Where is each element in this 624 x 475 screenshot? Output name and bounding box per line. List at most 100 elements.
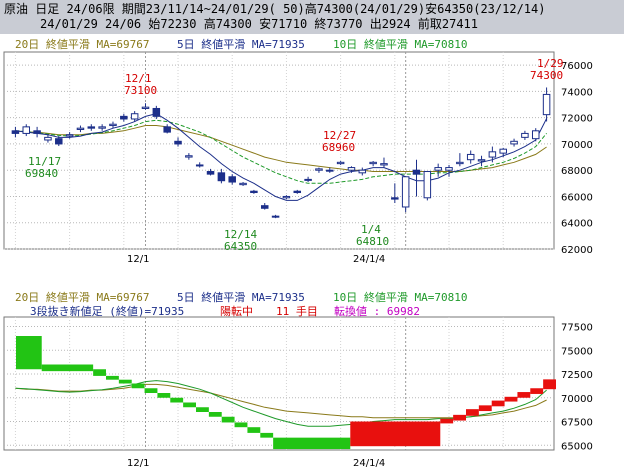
candle-body (347, 167, 356, 171)
y-tick-label: 70000 (561, 394, 593, 405)
candle-body (499, 148, 507, 154)
annotation-low-value: 64810 (356, 235, 389, 248)
candle-body (141, 106, 150, 109)
candle-body (120, 115, 128, 120)
legend-bar-count: 11 手目 (276, 304, 318, 318)
legend-trend-state: 陽転中 (220, 305, 253, 318)
candle-body (33, 130, 41, 134)
down-brick (234, 422, 248, 428)
candle-body (326, 169, 334, 172)
legend-ma5: 5日 終値平滑 MA=71935 (177, 290, 305, 304)
candle-body (531, 130, 540, 140)
down-brick (157, 393, 171, 398)
down-brick (183, 402, 196, 408)
candle-body (260, 205, 269, 209)
down-brick (93, 369, 106, 376)
candle-body (510, 140, 518, 145)
candle-body (152, 107, 161, 117)
y-tick-label: 76000 (561, 61, 593, 72)
y-tick-label: 70000 (561, 140, 593, 151)
down-brick (144, 388, 158, 393)
candle-body (336, 161, 345, 165)
up-brick (504, 396, 518, 402)
legend-ma5: 5日 終値平滑 MA=71935 (177, 37, 305, 51)
up-brick (517, 392, 531, 398)
ma10-line (15, 119, 547, 184)
annotation-high-date: 12/1 (125, 72, 152, 85)
y-tick-label: 64000 (561, 219, 593, 230)
legend-reversal-value: 転換値 : 69982 (334, 305, 420, 318)
bottom-plot-area (3, 316, 555, 451)
annotation-low-date: 1/4 (361, 223, 381, 236)
candle-body (542, 93, 551, 116)
down-brick (196, 407, 209, 412)
legend-ma10: 10日 終値平滑 MA=70810 (333, 37, 467, 51)
candle-body (358, 169, 367, 174)
candle-body (163, 126, 171, 133)
candle-body (315, 168, 323, 171)
candle-body (282, 195, 291, 199)
legend-new-price-bars: 3段抜き新値足 (終値)=71935 (30, 304, 184, 318)
candle-body (130, 113, 139, 120)
chart-header: 原油 日足 24/06限 期間23/11/14~24/01/29( 50)高74… (0, 0, 624, 34)
y-tick-label: 67500 (561, 418, 593, 429)
y-tick-label: 72500 (561, 370, 593, 381)
top-plot-area (3, 51, 555, 250)
candle-body (195, 164, 204, 167)
down-brick (118, 379, 132, 384)
candle-body (98, 126, 106, 129)
candle-body (369, 161, 377, 165)
legend-ma20: 20日 終値平滑 MA=69767 (15, 290, 149, 304)
candle-body (412, 169, 421, 175)
up-brick (530, 388, 544, 394)
y-tick-label: 62000 (561, 245, 593, 256)
candle-body (239, 182, 247, 186)
candle-body (44, 136, 52, 141)
y-tick-label: 68000 (561, 166, 593, 177)
up-brick (453, 414, 466, 421)
candle-body (250, 190, 258, 194)
down-brick (16, 336, 42, 370)
up-brick (440, 418, 454, 424)
y-tick-label: 66000 (561, 192, 593, 203)
candle-body (22, 126, 31, 134)
annotation-low-date: 11/17 (28, 155, 61, 168)
down-brick (131, 383, 145, 389)
y-tick-label: 77500 (561, 323, 593, 334)
candle-body (423, 171, 432, 199)
ma5-line (15, 113, 548, 201)
down-brick (170, 397, 184, 403)
candle-body (445, 167, 453, 171)
header-summary: 原油 日足 24/06限 期間23/11/14~24/01/29( 50)高74… (4, 2, 546, 16)
candle-body (87, 126, 96, 129)
down-brick (247, 427, 261, 433)
candle-body (271, 215, 280, 218)
candle-body (65, 134, 74, 137)
candle-body (11, 130, 20, 134)
candle-body (228, 176, 236, 183)
up-brick (466, 409, 479, 416)
candle-body (521, 132, 529, 138)
up-brick (543, 379, 556, 390)
legend-ma10: 10日 終値平滑 MA=70810 (333, 290, 467, 304)
annotation-low-date: 12/14 (224, 228, 257, 241)
y-tick-label: 74000 (561, 87, 593, 98)
candle-body (206, 171, 215, 175)
candle-body (109, 123, 117, 127)
candle-body (76, 127, 85, 130)
header-ohlc: 24/01/29 24/06 始72230 高74300 安71710 終737… (40, 17, 479, 31)
annotation-low-value: 64350 (224, 240, 257, 253)
annotation-high-date: 1/29 (537, 57, 564, 70)
candle-body (488, 151, 497, 158)
candle-body (304, 178, 312, 181)
candle-body (477, 159, 486, 162)
candle-body (293, 190, 302, 194)
down-brick (273, 437, 351, 450)
y-tick-label: 75000 (561, 346, 593, 357)
annotation-high-date: 12/27 (323, 129, 356, 142)
down-brick (208, 412, 222, 417)
up-brick (350, 421, 441, 447)
candle-body (217, 172, 226, 182)
candle-body (391, 197, 399, 200)
